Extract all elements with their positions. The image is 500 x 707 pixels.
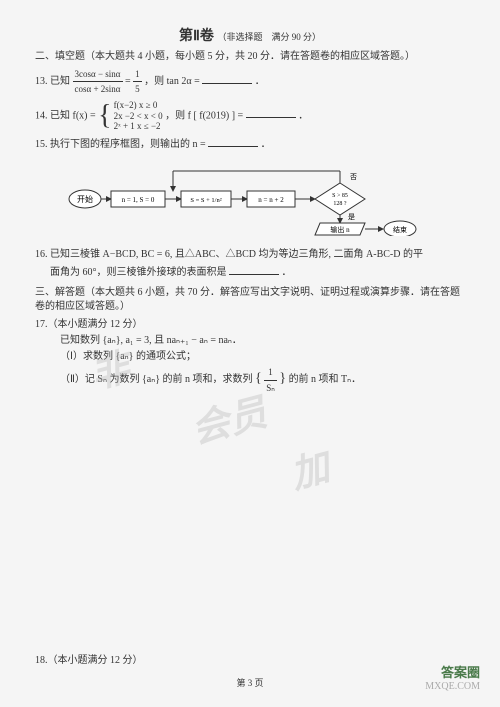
q14-case2: 2x −2 < x < 0 xyxy=(114,111,163,122)
fc-end: 结束 xyxy=(393,225,407,234)
q17-p2-den: Sₙ xyxy=(264,381,277,395)
q14-piecewise: { f(x−2) x ≥ 0 2x −2 < x < 0 2ˣ + 1 x ≤ … xyxy=(98,100,162,132)
q13-num2: 1 xyxy=(133,67,142,82)
q18-header: 18.（本小题满分 12 分） xyxy=(35,653,143,669)
q15-text: 15. 执行下图的程序框图，则输出的 n = xyxy=(35,139,208,150)
fc-no: 否 xyxy=(350,173,357,181)
subtitle-text: （非选择题 满分 90 分） xyxy=(217,32,321,42)
q13-fraction2: 1 5 xyxy=(133,67,142,97)
problem-15: 15. 执行下图的程序框图，则输出的 n = ． xyxy=(35,135,465,153)
q13-prefix: 13. 已知 xyxy=(35,76,70,87)
title-text: 第Ⅱ卷 xyxy=(179,29,214,44)
q16-line1: 16. 已知三棱锥 A−BCD, BC = 6, 且△ABC、△BCD 均为等边… xyxy=(35,247,465,263)
q14-blank xyxy=(246,106,296,118)
site-watermark: 答案圈 MXQE.COM xyxy=(425,662,480,692)
q16-end: ． xyxy=(282,267,292,278)
q13-den1: cosα + 2sinα xyxy=(73,82,123,96)
fc-start: 开始 xyxy=(77,194,93,204)
problem-18: 18.（本小题满分 12 分） xyxy=(35,653,143,669)
problem-17: 17.（本小题满分 12 分） 已知数列 {aₙ}, a₁ = 3, 且 naₙ… xyxy=(35,317,465,395)
logo-brand: 答案圈 xyxy=(425,662,480,681)
q13-eq: = xyxy=(125,76,133,87)
problem-14: 14. 已知 f(x) = { f(x−2) x ≥ 0 2x −2 < x <… xyxy=(35,100,465,132)
svg-text:128 ?: 128 ? xyxy=(333,201,347,207)
page-title: 第Ⅱ卷 （非选择题 满分 90 分） xyxy=(35,25,465,45)
q14-case3: 2ˣ + 1 x ≤ −2 xyxy=(114,121,163,132)
q13-blank xyxy=(202,72,252,84)
q13-fraction1: 3cosα − sinα cosα + 2sinα xyxy=(73,67,123,97)
q17-stem: 已知数列 {aₙ}, a₁ = 3, 且 naₙ₊₁ − aₙ = naₙ． xyxy=(60,333,465,349)
q14-end: ． xyxy=(298,110,308,121)
q17-p2-num: 1 xyxy=(264,365,277,380)
q15-blank xyxy=(208,135,258,147)
q17-p2-prefix: （Ⅱ）记 Sₙ 为数列 {aₙ} 的前 n 项和，求数列 xyxy=(60,374,255,385)
svg-text:S > 85: S > 85 xyxy=(332,193,348,199)
problem-13: 13. 已知 3cosα − sinα cosα + 2sinα = 1 5 ，… xyxy=(35,67,465,97)
section-2-heading: 二、填空题（本大题共 4 小题，每小题 5 分，共 20 分．请在答题卷的相应区… xyxy=(35,50,465,64)
q17-part2: （Ⅱ）记 Sₙ 为数列 {aₙ} 的前 n 项和，求数列 { 1 Sₙ } 的前… xyxy=(60,365,465,395)
section-3-heading: 三、解答题（本大题共 6 小题，共 70 分．解答应写出文字说明、证明过程或演算… xyxy=(35,286,465,314)
q13-end: ． xyxy=(255,76,265,87)
fc-yes: 是 xyxy=(348,213,355,221)
q13-num1: 3cosα − sinα xyxy=(73,67,123,82)
left-brace-icon: { xyxy=(98,102,111,130)
q17-header: 17.（本小题满分 12 分） xyxy=(35,317,465,333)
q15-end: ． xyxy=(261,139,271,150)
q17-p2-suffix: 的前 n 项和 Tₙ． xyxy=(289,374,362,385)
q14-prefix: 14. 已知 f(x) = xyxy=(35,110,98,121)
logo-url: MXQE.COM xyxy=(425,681,480,692)
q16-blank xyxy=(229,263,279,275)
q17-fraction: 1 Sₙ xyxy=(264,365,277,395)
fc-step: S = S + 1/n² xyxy=(190,197,221,204)
watermark-3: 加 xyxy=(284,436,335,499)
q14-cases: f(x−2) x ≥ 0 2x −2 < x < 0 2ˣ + 1 x ≤ −2 xyxy=(114,100,163,132)
q13-suffix: ，则 tan 2α = xyxy=(144,76,202,87)
q17-part1: （Ⅰ）求数列 {aₙ} 的通项公式； xyxy=(60,349,465,365)
flowchart-diagram: 开始 n = 1, S = 0 S = S + 1/n² n = n + 2 S… xyxy=(65,161,445,236)
q14-case1: f(x−2) x ≥ 0 xyxy=(114,100,163,111)
fc-init: n = 1, S = 0 xyxy=(122,196,155,204)
q13-den2: 5 xyxy=(133,82,142,96)
q16-line2: 面角为 60°，则三棱锥外接球的表面积是 xyxy=(50,267,227,278)
q14-suffix: ，则 f [ f(2019) ] = xyxy=(165,110,246,121)
fc-output: 输出 n xyxy=(330,225,350,234)
fc-update: n = n + 2 xyxy=(258,196,284,204)
problem-16: 16. 已知三棱锥 A−BCD, BC = 6, 且△ABC、△BCD 均为等边… xyxy=(35,247,465,281)
